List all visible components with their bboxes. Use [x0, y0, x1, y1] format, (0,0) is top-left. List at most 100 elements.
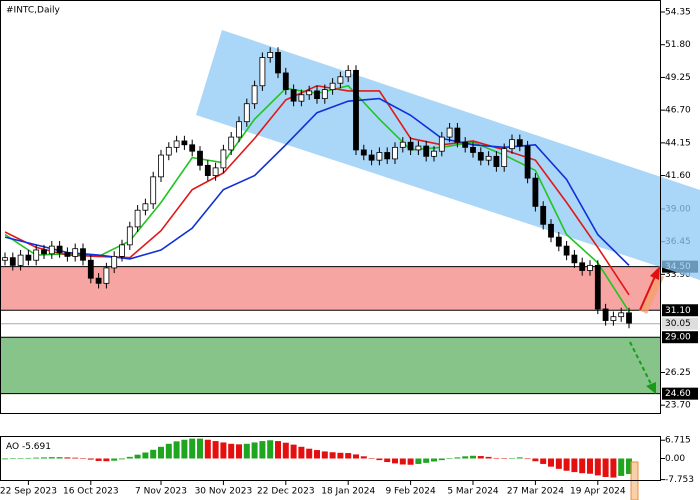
candle-body: [181, 140, 188, 146]
y-tick-label: 41.60: [665, 171, 691, 181]
ao-bar: [95, 458, 102, 461]
ao-bar: [579, 458, 586, 474]
y-tick-label: -7.753: [665, 475, 694, 485]
ao-bar: [259, 441, 266, 459]
y-tick-label: 54.35: [665, 8, 691, 18]
ao-current: -5.691: [22, 442, 51, 452]
ao-bar: [290, 444, 297, 459]
y-tick-label: 30.05: [665, 319, 691, 329]
ao-bar: [33, 457, 40, 459]
candle-body: [33, 249, 40, 261]
candle-body: [314, 90, 320, 99]
candle-body: [485, 155, 492, 161]
ao-bar: [150, 449, 157, 459]
ao-bar: [103, 458, 110, 462]
ao-bar: [462, 456, 469, 459]
y-tick-label: 44.15: [665, 138, 691, 148]
price-marks: [2, 47, 632, 329]
candle-body: [197, 150, 203, 166]
x-tick-label: 19 Apr 2024: [570, 487, 626, 497]
candle-body: [298, 94, 305, 102]
ao-bar: [64, 457, 71, 459]
candle-body: [345, 69, 352, 78]
ao-bar: [587, 458, 593, 474]
up-arrow-head: [650, 266, 660, 280]
ao-bar: [477, 456, 484, 459]
ao-bar: [56, 457, 63, 459]
candle-body: [376, 152, 383, 161]
ao-bar: [399, 458, 406, 465]
ao-bar: [173, 441, 180, 459]
candle-body: [587, 264, 593, 271]
ao-bar: [87, 458, 94, 460]
candle-body: [509, 139, 515, 150]
candle-body: [438, 136, 445, 152]
ao-bar: [321, 451, 328, 459]
ao-bar: [548, 458, 554, 467]
candle-body: [126, 226, 133, 246]
candle-body: [72, 248, 79, 257]
ao-bar: [345, 453, 352, 459]
candle-body: [236, 121, 242, 138]
candle-body: [415, 145, 422, 151]
axis-label-box: [662, 387, 698, 400]
price-frame: [0, 0, 661, 414]
y-tick-label: 33.90: [665, 270, 691, 280]
y-tick-label: 31.10: [665, 306, 691, 316]
down-arrow: [629, 341, 653, 387]
candle-body: [282, 72, 289, 91]
down-arrow-head: [646, 382, 656, 394]
candle-body: [524, 145, 531, 179]
ao-bar: [368, 458, 375, 459]
candle-body: [360, 149, 367, 156]
ao-bar: [165, 443, 172, 459]
ao-bar: [470, 455, 476, 459]
arrow-shadow: [638, 273, 665, 314]
ao-bar: [376, 458, 383, 461]
ao-name: AO: [6, 442, 19, 452]
ao-bar: [80, 458, 86, 459]
ao-bar: [540, 458, 547, 464]
ao-bar: [298, 446, 305, 459]
ao-bar: [267, 440, 274, 459]
x-tick-label: 7 Nov 2023: [135, 487, 187, 497]
zone: [1, 337, 660, 394]
ao-bar: [384, 458, 391, 463]
ao-bar: [9, 458, 16, 460]
candle-body: [618, 312, 625, 318]
ao-bar: [524, 458, 531, 460]
candle-body: [275, 52, 281, 74]
moving-average: [4, 97, 630, 266]
candle-body: [56, 245, 63, 253]
ao-bar: [25, 457, 32, 459]
ao-bar: [454, 457, 461, 459]
x-tick-label: 30 Nov 2023: [195, 487, 253, 497]
candle-body: [189, 144, 196, 152]
candle-body: [610, 316, 617, 321]
x-tick-label: 5 Mar 2024: [447, 487, 499, 497]
x-tick-label: 16 Oct 2023: [63, 487, 119, 497]
ao-bar: [142, 452, 149, 459]
ao-bar: [392, 458, 398, 464]
candle-body: [80, 248, 86, 261]
ao-bar: [415, 458, 422, 464]
candle-body: [95, 277, 102, 284]
x-tick-label: 27 Mar 2024: [507, 487, 564, 497]
candle-body: [41, 249, 47, 255]
candle-body: [111, 255, 118, 269]
ao-bar: [181, 439, 188, 459]
ao-bar: [493, 457, 500, 459]
ao-bar: [360, 456, 367, 459]
candle-body: [548, 223, 554, 238]
ao-bar: [2, 458, 8, 460]
y-tick-label: 24.60: [665, 389, 691, 399]
candle-body: [392, 146, 398, 160]
candle-body: [212, 167, 219, 176]
ao-bar: [251, 442, 258, 459]
ao-bar: [111, 458, 118, 461]
ao-bar: [563, 458, 570, 471]
ao-bar: [329, 452, 336, 459]
ao-bar: [158, 446, 164, 459]
candle-body: [17, 254, 24, 266]
